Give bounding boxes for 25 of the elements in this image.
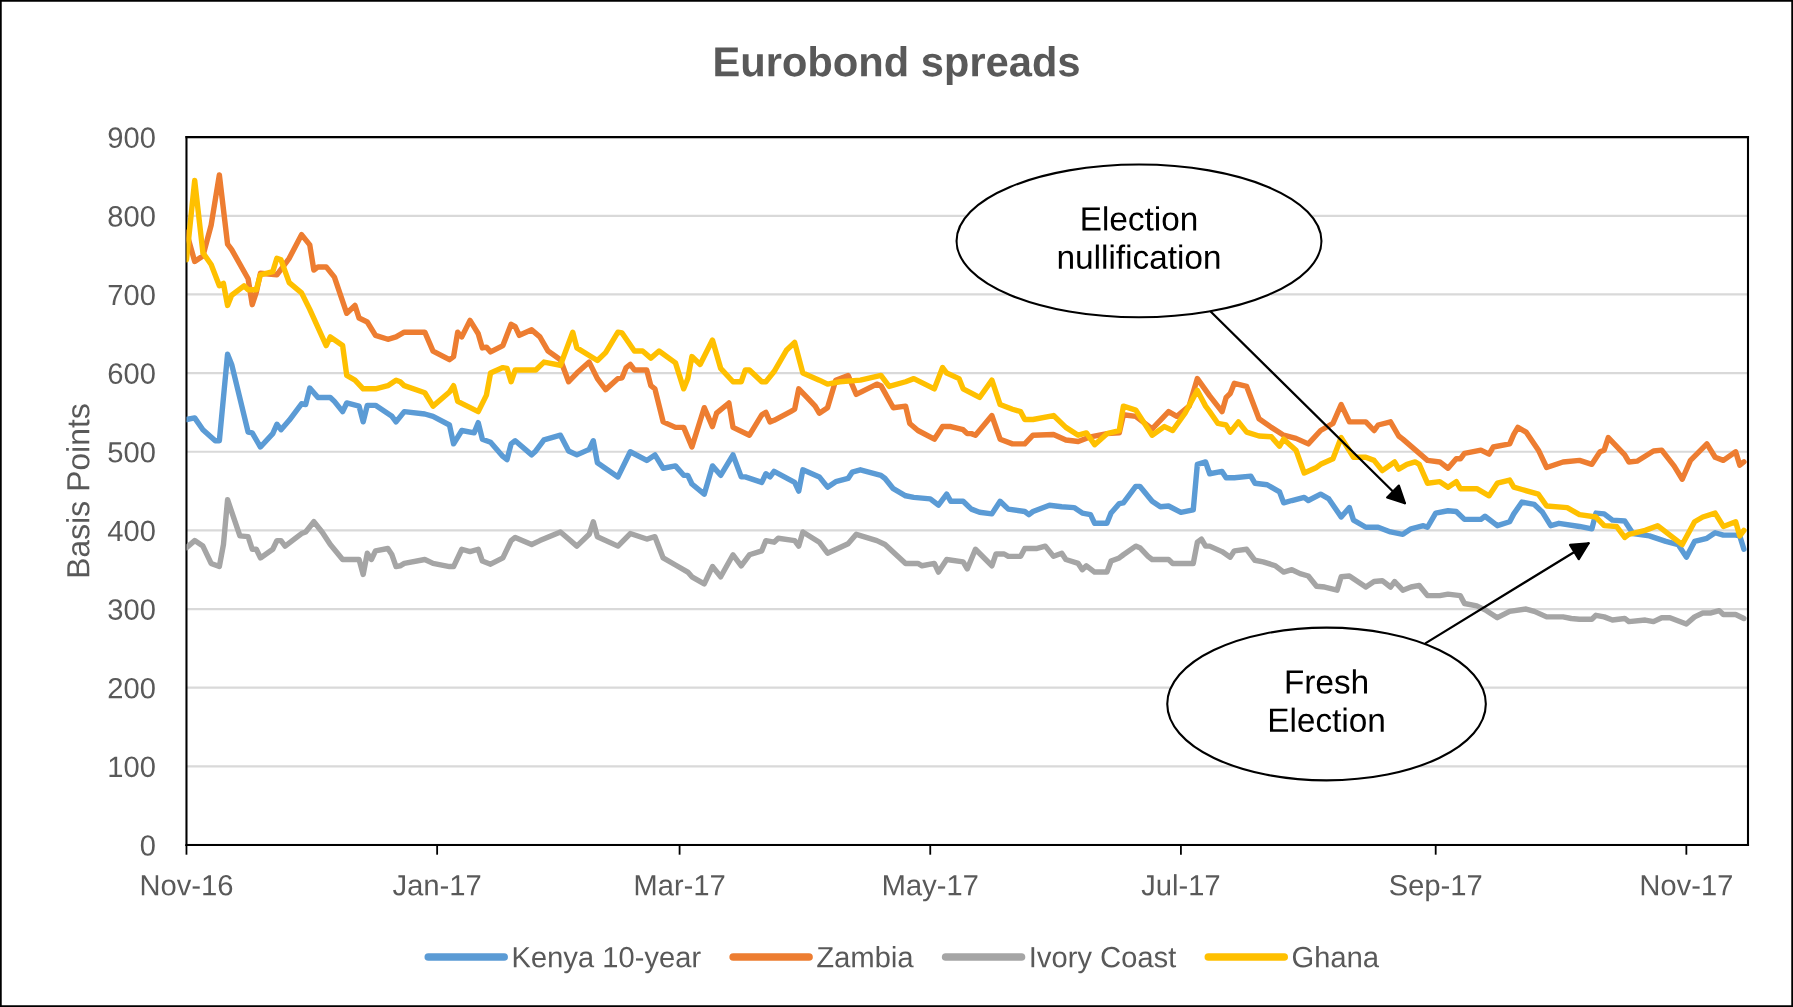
legend-label: Ghana <box>1292 946 1380 968</box>
x-tick-label: May-17 <box>884 875 978 902</box>
y-tick-label: 700 <box>108 284 155 306</box>
y-tick-label: 900 <box>108 127 155 149</box>
x-tick-label: Jul-17 <box>1141 874 1220 896</box>
x-tick-label: Sep-17 <box>1389 874 1482 902</box>
chart-title: Eurobond spreads <box>715 46 1079 85</box>
y-tick-label: 600 <box>108 363 155 384</box>
legend-label: Kenya 10-year <box>513 946 701 974</box>
y-axis-title: Basis Points <box>66 404 90 577</box>
y-tick-label: 300 <box>108 599 155 620</box>
x-tick-label: Mar-17 <box>635 875 725 896</box>
y-tick-label: 100 <box>109 756 155 778</box>
y-tick-label: 0 <box>140 835 155 856</box>
y-tick-label: 200 <box>108 677 155 699</box>
x-tick-label: Jan-17 <box>393 875 481 896</box>
annotation: Fresh Election <box>1269 669 1384 733</box>
legend-label: Ivory Coast <box>1031 946 1177 974</box>
y-tick-label: 400 <box>107 520 155 542</box>
y-tick-label: 500 <box>108 441 155 463</box>
y-tick-label: 800 <box>108 206 155 227</box>
x-tick-label: Nov-16 <box>141 874 233 896</box>
annotation: Election nullification <box>1058 206 1220 270</box>
x-tick-label: Nov-17 <box>1641 875 1732 896</box>
legend-label: Zambia <box>817 946 914 968</box>
